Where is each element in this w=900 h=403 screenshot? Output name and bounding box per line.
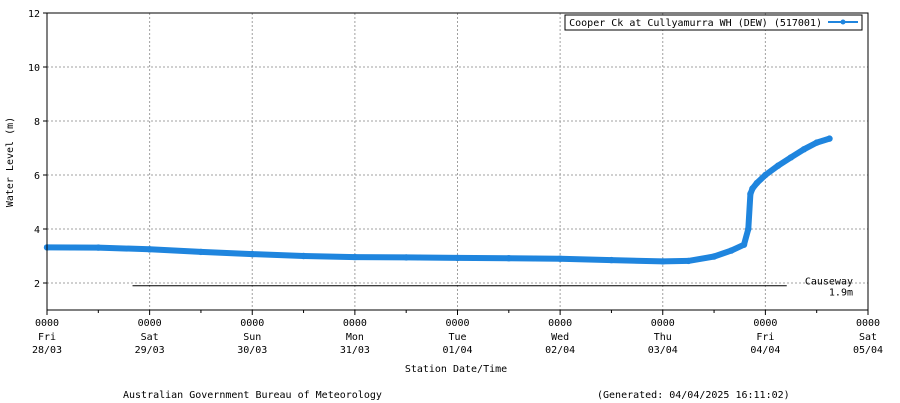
- x-tick-time: 0000: [445, 318, 469, 329]
- data-point: [813, 139, 820, 146]
- data-point: [762, 171, 769, 179]
- y-tick-label: 6: [34, 171, 40, 182]
- x-tick-date: 02/04: [545, 345, 575, 356]
- data-point: [659, 258, 666, 265]
- data-point: [403, 254, 410, 261]
- y-axis: 2 4 6 8 10 12: [28, 9, 47, 290]
- x-tick-date: 01/04: [442, 345, 472, 356]
- data-point: [740, 241, 748, 248]
- x-tick-time: 0000: [651, 318, 675, 329]
- data-point: [249, 250, 256, 258]
- data-point: [800, 146, 808, 153]
- x-axis-label: Station Date/Time: [405, 364, 507, 375]
- footer-generated: (Generated: 04/04/2025 16:11:02): [597, 390, 790, 401]
- y-tick-label: 4: [34, 225, 40, 236]
- causeway-level-label: 1.9m: [829, 288, 853, 299]
- data-point: [197, 248, 205, 256]
- data-point: [826, 135, 833, 142]
- x-tick-date: 04/04: [750, 345, 780, 356]
- data-point: [745, 225, 752, 233]
- legend: Cooper Ck at Cullyamurra WH (DEW) (51700…: [564, 14, 863, 31]
- x-tick-day: Fri: [38, 332, 56, 343]
- x-tick-date: 31/03: [340, 345, 370, 356]
- data-point: [710, 253, 718, 260]
- causeway-label: Causeway: [805, 277, 853, 288]
- data-point: [556, 255, 564, 262]
- x-tick-day: Wed: [551, 332, 569, 343]
- y-tick-label: 10: [28, 63, 40, 74]
- data-point: [685, 257, 692, 265]
- data-point: [146, 246, 153, 253]
- x-tick-day: Tue: [448, 332, 466, 343]
- x-tick-date: 30/03: [237, 345, 267, 356]
- footer-agency: Australian Government Bureau of Meteorol…: [123, 390, 382, 401]
- x-tick-time: 0000: [343, 318, 367, 329]
- legend-swatch-marker: [840, 19, 846, 25]
- data-point: [300, 252, 307, 260]
- data-point: [753, 179, 760, 187]
- x-tick-date: 05/04: [853, 345, 883, 356]
- data-point: [747, 190, 754, 198]
- data-point: [95, 244, 102, 251]
- x-tick-day: Sun: [243, 332, 261, 343]
- y-tick-label: 8: [34, 117, 40, 128]
- data-point: [787, 154, 795, 161]
- x-tick-day: Thu: [654, 332, 672, 343]
- x-axis: 0000 Fri 28/03 0000 Sat 29/03 0000 Sun 30/03 0000…: [32, 310, 883, 356]
- data-point: [749, 185, 756, 192]
- x-tick-time: 0000: [856, 318, 880, 329]
- y-axis-label: Water Level (m): [5, 117, 16, 207]
- x-tick-day: Mon: [346, 332, 364, 343]
- data-point: [775, 162, 782, 169]
- legend-label: Cooper Ck at Cullyamurra WH (DEW) (51700…: [569, 18, 822, 29]
- x-tick-day: Fri: [756, 332, 774, 343]
- x-tick-day: Sat: [859, 332, 877, 343]
- y-tick-label: 12: [28, 9, 40, 20]
- data-point: [351, 253, 359, 261]
- data-point: [454, 254, 461, 262]
- x-tick-time: 0000: [240, 318, 264, 329]
- y-tick-label: 2: [34, 279, 40, 290]
- x-tick-day: Sat: [141, 332, 159, 343]
- data-point: [608, 256, 615, 264]
- x-tick-time: 0000: [35, 318, 59, 329]
- x-tick-time: 0000: [548, 318, 572, 329]
- x-tick-date: 03/04: [648, 345, 678, 356]
- series-layer: [43, 135, 833, 265]
- x-tick-time: 0000: [753, 318, 777, 329]
- data-point: [728, 247, 735, 254]
- data-point: [505, 255, 512, 262]
- x-tick-date: 28/03: [32, 345, 62, 356]
- x-tick-time: 0000: [138, 318, 162, 329]
- x-tick-date: 29/03: [135, 345, 165, 356]
- legend-box: [564, 14, 863, 31]
